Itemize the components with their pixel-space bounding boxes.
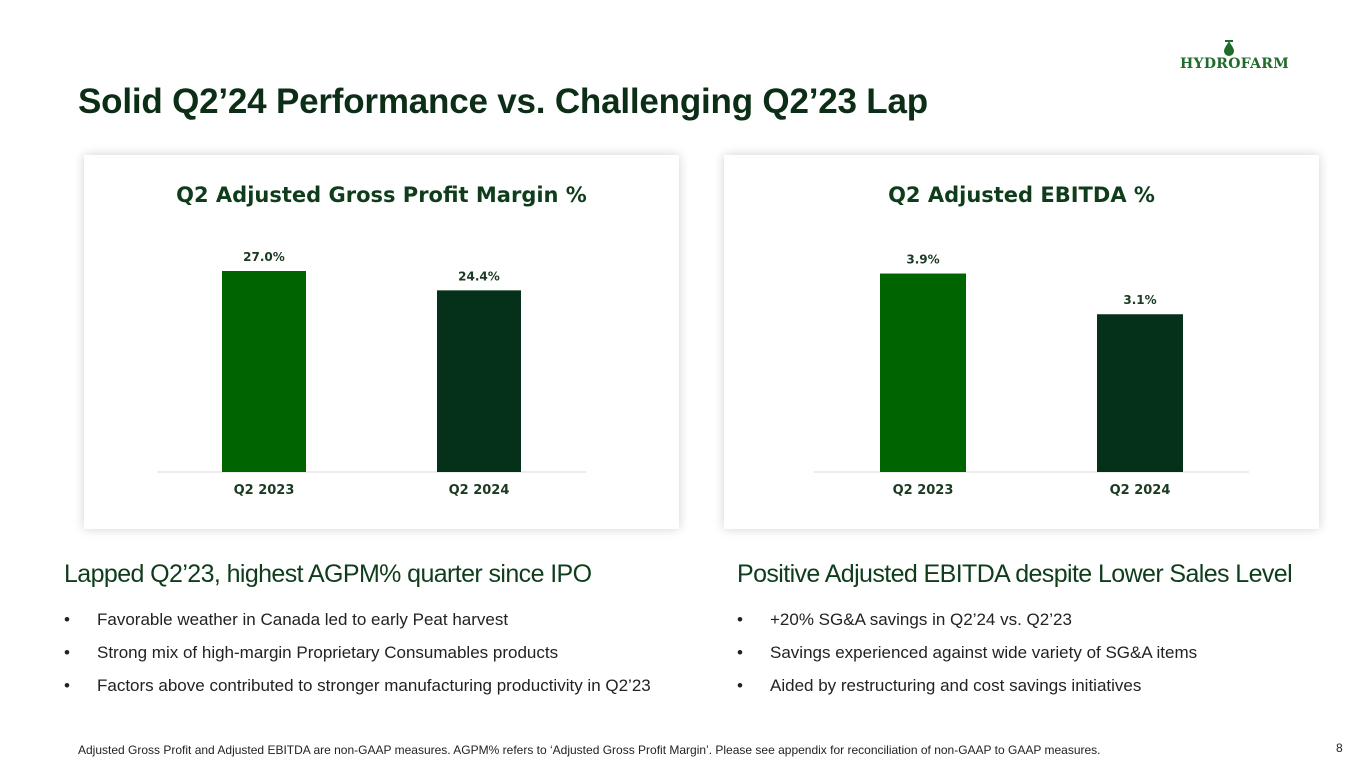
page-number: 8 [1336,741,1343,755]
ebitda-chart-card: Q2 Adjusted EBITDA % 3.9% Q2 2023 3.1% Q2 2… [724,155,1319,529]
bullet-text: Savings experienced against wide variety… [770,643,1198,662]
data-label: 3.1% [1123,293,1156,307]
bullet-text: Strong mix of high-margin Proprietary Co… [97,643,559,662]
ebitda-chart: 3.9% Q2 2023 3.1% Q2 2024 [814,253,1249,498]
gross-margin-heading: Lapped Q2’23, highest AGPM% quarter sinc… [64,560,592,588]
hydrofarm-logo: HYDROFARM [1180,40,1290,74]
bar-q2-2023 [880,273,966,472]
bullet-text: Favorable weather in Canada led to early… [97,610,509,629]
gross-margin-bullets: • Favorable weather in Canada led to earl… [64,608,674,707]
slide-title: Solid Q2’24 Performance vs. Challenging … [78,82,928,121]
bullet-icon: • [737,676,743,695]
gross-margin-chart-card: Q2 Adjusted Gross Profit Margin % 27.0% Q… [84,155,679,529]
bullet-icon: • [737,610,743,629]
ebitda-bullets: • +20% SG&A savings in Q2’24 vs. Q2’23 • S… [737,608,1347,707]
bullet-text: Aided by restructuring and cost savings … [770,676,1142,695]
logo-text: HYDROFARM [1180,56,1290,72]
data-label: 3.9% [906,253,939,267]
x-tick-label: Q2 2024 [449,483,510,498]
list-item: • Favorable weather in Canada led to earl… [64,608,674,631]
ebitda-chart-title: Q2 Adjusted EBITDA % [888,183,1155,207]
data-label: 27.0% [243,250,285,264]
list-item: • Factors above contributed to stronger m… [64,674,674,697]
bullet-icon: • [64,610,70,629]
x-tick-label: Q2 2023 [234,483,295,498]
x-tick-label: Q2 2024 [1110,483,1171,498]
x-tick-label: Q2 2023 [893,483,954,498]
footnote: Adjusted Gross Profit and Adjusted EBITD… [78,743,1101,757]
bar-q2-2024 [437,290,521,472]
bullet-text: Factors above contributed to stronger ma… [97,676,651,695]
bar-q2-2024 [1097,314,1183,472]
data-label: 24.4% [458,269,500,283]
gross-margin-chart: 27.0% Q2 2023 24.4% Q2 2024 [157,250,586,498]
bullet-text: +20% SG&A savings in Q2’24 vs. Q2’23 [770,610,1072,629]
bullet-icon: • [64,643,70,662]
bar-q2-2023 [222,271,306,472]
water-drop-icon [1224,40,1234,56]
list-item: • Savings experienced against wide variet… [737,641,1347,664]
list-item: • Aided by restructuring and cost savings… [737,674,1347,697]
bullet-icon: • [737,643,743,662]
bullet-icon: • [64,676,70,695]
ebitda-heading: Positive Adjusted EBITDA despite Lower S… [737,560,1293,588]
list-item: • +20% SG&A savings in Q2’24 vs. Q2’23 [737,608,1347,631]
list-item: • Strong mix of high-margin Proprietary C… [64,641,674,664]
gross-margin-chart-title: Q2 Adjusted Gross Profit Margin % [176,183,587,207]
